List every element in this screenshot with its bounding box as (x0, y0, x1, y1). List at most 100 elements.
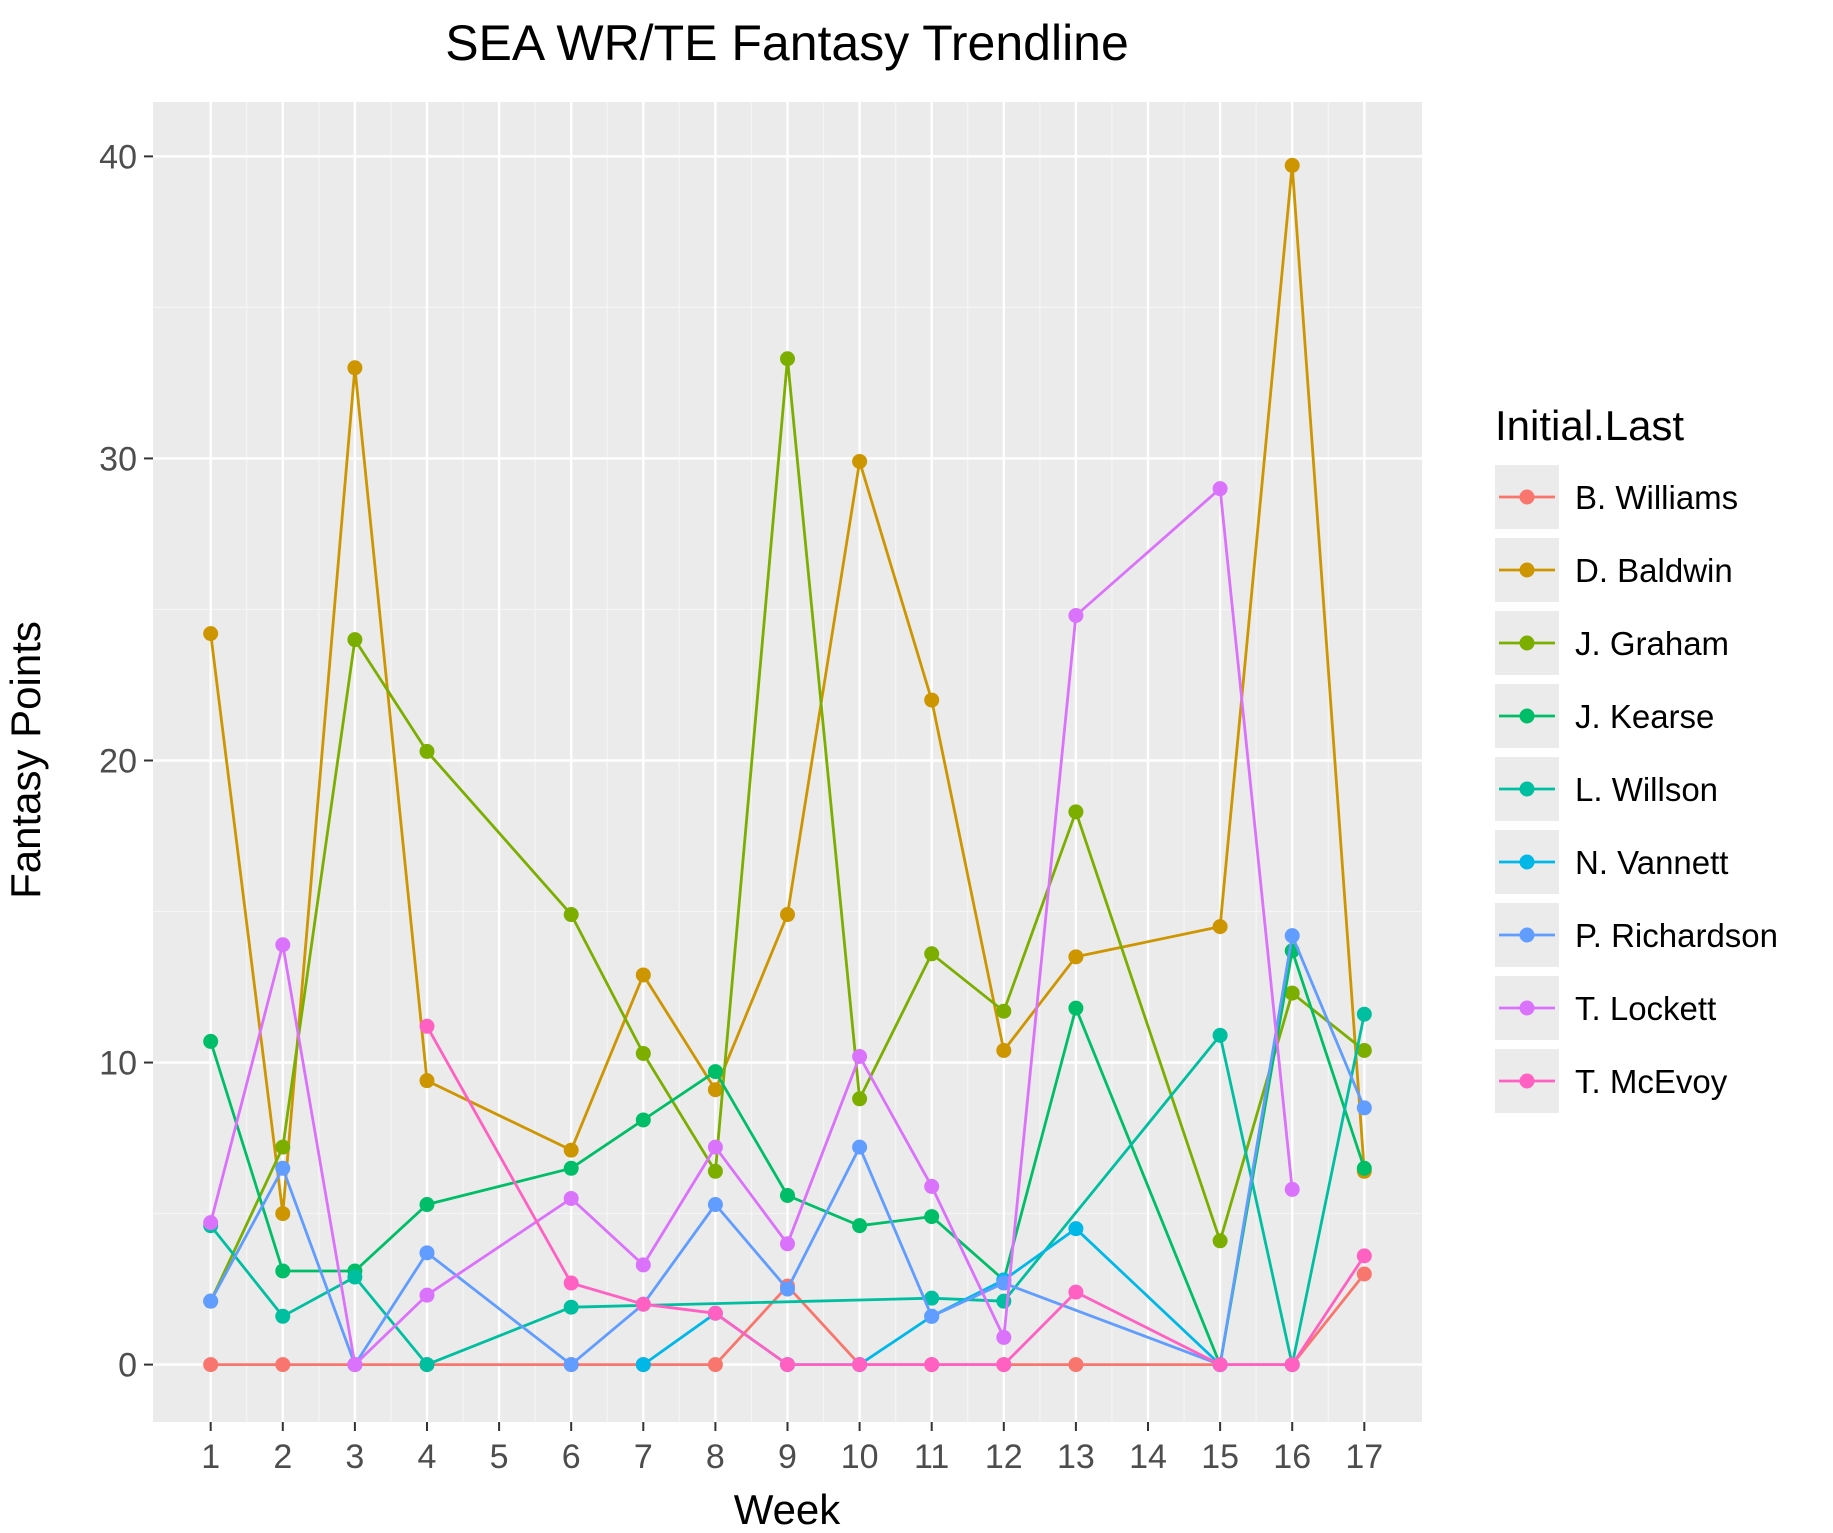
data-point-d-baldwin (347, 360, 363, 376)
legend-key-point (1519, 1073, 1535, 1089)
x-tick-label: 6 (562, 1438, 581, 1476)
data-point-t-mcevoy (635, 1296, 651, 1312)
y-axis-title: Fantasy Points (2, 621, 49, 899)
data-point-t-lockett (203, 1215, 219, 1231)
data-point-t-lockett (1284, 1181, 1300, 1197)
data-point-t-lockett (347, 1357, 363, 1373)
data-point-t-mcevoy (419, 1018, 435, 1034)
data-point-p-richardson (924, 1308, 940, 1324)
data-point-d-baldwin (203, 626, 219, 642)
data-point-t-lockett (852, 1049, 868, 1065)
x-tick-label: 4 (418, 1438, 437, 1476)
series-line-l-willson (209, 1013, 1366, 1366)
data-point-j-graham (635, 1045, 651, 1061)
x-tick-label: 9 (778, 1438, 797, 1476)
data-point-p-richardson (275, 1160, 291, 1176)
data-point-b-williams (1356, 1266, 1372, 1282)
legend-item-t-lockett: T. Lockett (1495, 976, 1716, 1040)
legend-key-point (1519, 781, 1535, 797)
legend-item-j-graham: J. Graham (1495, 611, 1729, 675)
data-point-p-richardson (852, 1139, 868, 1155)
chart-title: SEA WR/TE Fantasy Trendline (445, 15, 1129, 71)
data-point-j-graham (996, 1003, 1012, 1019)
data-point-j-kearse (563, 1160, 579, 1176)
legend-key-point (1519, 635, 1535, 651)
legend-item-b-williams: B. Williams (1495, 465, 1738, 529)
data-point-b-williams (203, 1357, 219, 1373)
data-point-t-mcevoy (707, 1305, 723, 1321)
data-point-j-graham (1356, 1042, 1372, 1058)
data-point-p-richardson (707, 1197, 723, 1213)
y-tick-label: 20 (99, 742, 137, 780)
legend-key-point (1519, 708, 1535, 724)
x-tick-label: 16 (1273, 1438, 1311, 1476)
legend-key-point (1519, 927, 1535, 943)
legend-key-point (1519, 562, 1535, 578)
legend-label: B. Williams (1575, 479, 1738, 516)
data-point-l-willson (1356, 1006, 1372, 1022)
y-tick-label: 30 (99, 440, 137, 478)
data-point-d-baldwin (924, 692, 940, 708)
data-point-p-richardson (780, 1281, 795, 1297)
data-point-j-kearse (419, 1197, 435, 1213)
data-point-t-mcevoy (996, 1357, 1012, 1373)
legend-label: J. Kearse (1575, 698, 1714, 735)
data-point-j-graham (1284, 985, 1300, 1001)
data-point-j-kearse (780, 1187, 795, 1203)
x-tick-label: 1 (201, 1438, 220, 1476)
data-point-j-graham (275, 1139, 291, 1155)
x-tick-label: 2 (273, 1438, 292, 1476)
data-point-t-lockett (275, 937, 291, 953)
series-line-t-lockett (209, 487, 1294, 1366)
data-point-d-baldwin (1068, 949, 1084, 965)
data-point-d-baldwin (275, 1206, 291, 1222)
data-point-t-mcevoy (1356, 1248, 1372, 1264)
data-point-l-willson (275, 1308, 291, 1324)
data-point-j-graham (1068, 804, 1084, 820)
legend-label: L. Willson (1575, 771, 1718, 808)
legend-label: D. Baldwin (1575, 552, 1733, 589)
data-point-j-graham (852, 1091, 868, 1107)
legend-item-d-baldwin: D. Baldwin (1495, 538, 1733, 602)
data-point-j-graham (347, 632, 363, 648)
data-point-j-kearse (1068, 1000, 1084, 1016)
data-point-n-vannett (635, 1357, 651, 1373)
legend-label: J. Graham (1575, 625, 1729, 662)
x-tick-label: 7 (634, 1438, 653, 1476)
data-point-t-mcevoy (563, 1275, 579, 1291)
data-point-b-williams (275, 1357, 291, 1373)
data-point-l-willson (924, 1290, 940, 1306)
data-point-p-richardson (1284, 928, 1300, 944)
data-point-p-richardson (1356, 1100, 1372, 1116)
data-point-t-mcevoy (1212, 1357, 1228, 1373)
data-point-d-baldwin (852, 453, 868, 469)
x-tick-label: 13 (1057, 1438, 1095, 1476)
data-point-b-williams (1068, 1357, 1084, 1373)
legend-label: T. Lockett (1575, 990, 1716, 1027)
data-point-t-mcevoy (1068, 1284, 1084, 1300)
data-point-t-lockett (1212, 481, 1228, 497)
x-axis-title: Week (734, 1486, 842, 1533)
data-point-j-graham (419, 743, 435, 759)
y-tick-label: 0 (118, 1347, 137, 1385)
data-point-j-kearse (635, 1112, 651, 1128)
data-point-d-baldwin (1284, 157, 1300, 173)
legend-item-n-vannett: N. Vannett (1495, 830, 1728, 894)
data-point-t-lockett (635, 1257, 651, 1273)
data-point-t-lockett (563, 1190, 579, 1206)
data-point-j-graham (1212, 1233, 1228, 1249)
data-point-j-kearse (1356, 1160, 1372, 1176)
x-tick-label: 14 (1129, 1438, 1167, 1476)
data-point-t-lockett (780, 1236, 795, 1252)
series-t-lockett (203, 481, 1300, 1373)
series-j-graham (203, 351, 1372, 1309)
legend-key-point (1519, 854, 1535, 870)
x-tick-label: 5 (490, 1438, 509, 1476)
series-line-p-richardson (209, 934, 1366, 1366)
data-point-j-kearse (924, 1209, 940, 1225)
legend-label: P. Richardson (1575, 917, 1778, 954)
data-point-p-richardson (563, 1357, 579, 1373)
legend-title: Initial.Last (1495, 402, 1684, 449)
data-point-j-graham (563, 907, 579, 923)
